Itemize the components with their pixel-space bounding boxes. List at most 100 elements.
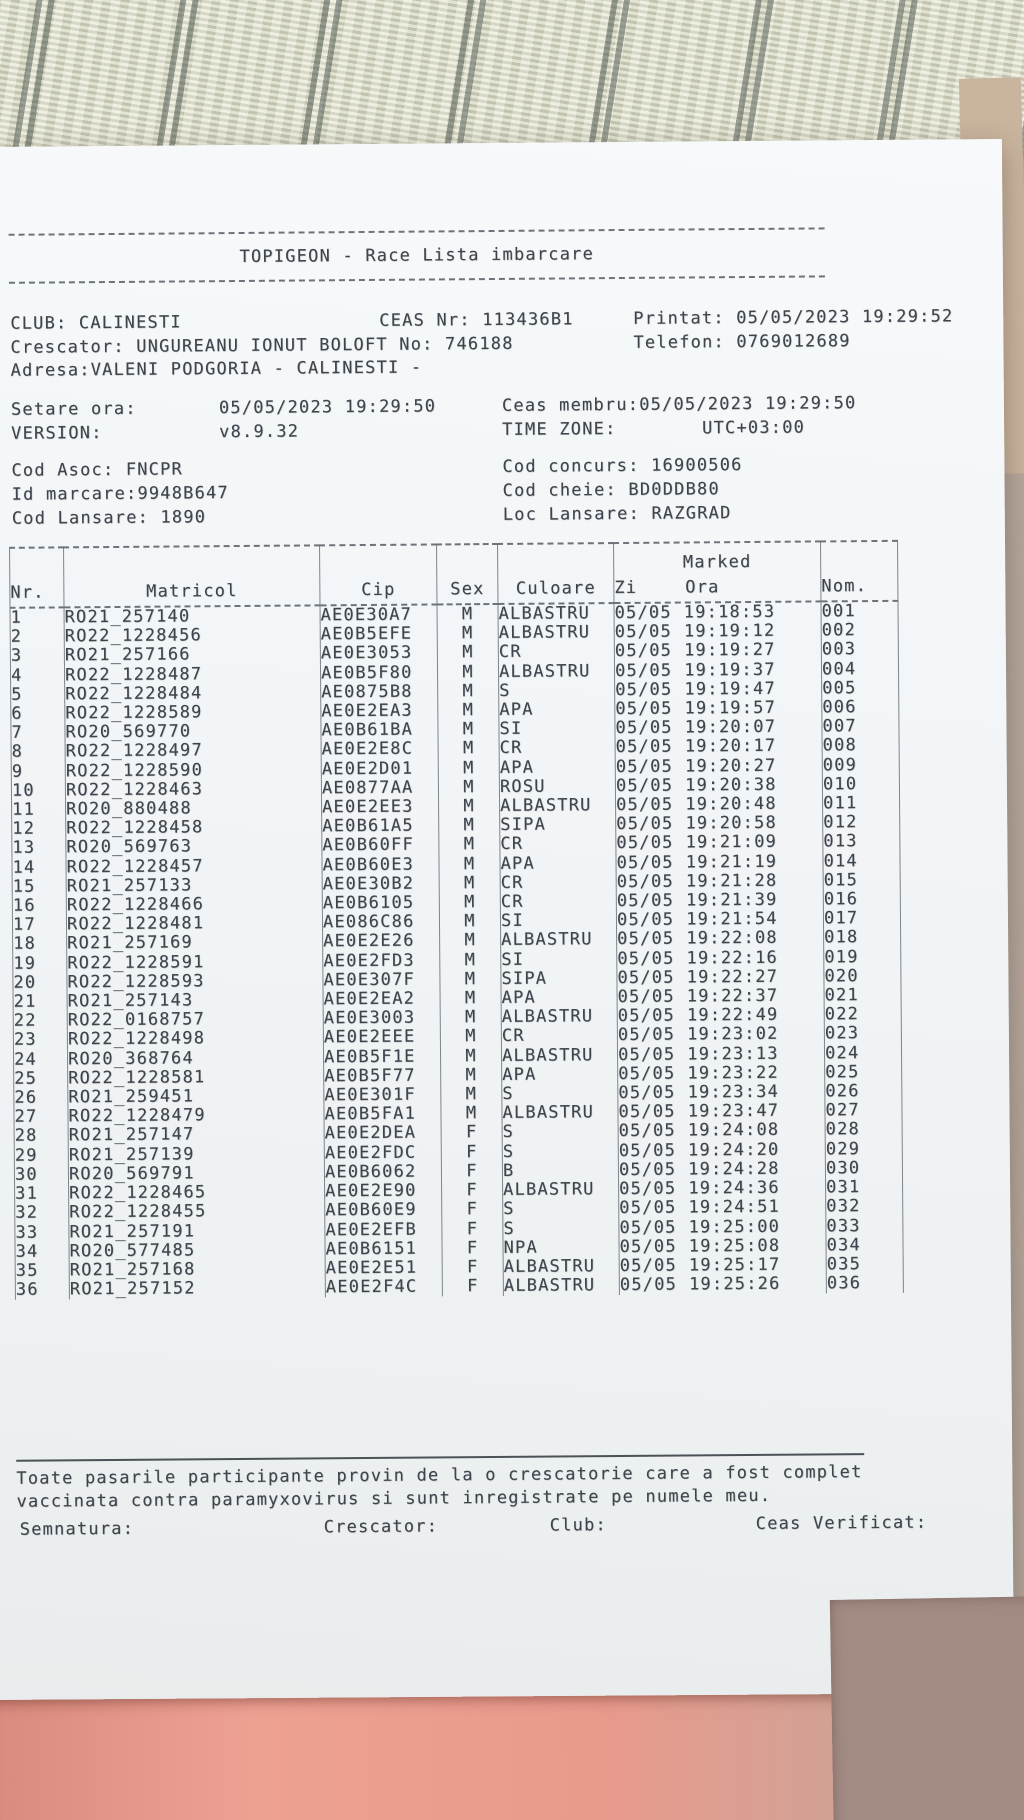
cell-zi: 05/05	[615, 698, 673, 720]
cell-marked: 05/05 19:23:22	[617, 1063, 825, 1085]
cell-zi: 05/05	[617, 948, 675, 969]
declaration: Toate pasarile participante provin de la…	[16, 1453, 865, 1514]
ceas-nr-label: CEAS Nr: 113436B1	[379, 309, 574, 331]
cell-nr: 25	[13, 1068, 68, 1089]
cell-cip: AE0E301F	[323, 1085, 441, 1106]
cell-nr: 33	[14, 1222, 69, 1243]
cell-sex: M	[439, 969, 502, 990]
cell-matricol: RO21_257168	[69, 1259, 326, 1281]
cell-nom: 005	[821, 678, 899, 699]
cell-matricol: RO22_1228593	[66, 971, 324, 993]
cell-cip: AE0B60FF	[321, 835, 439, 857]
cell-nom: 003	[821, 640, 899, 661]
cell-culoare: APA	[501, 1065, 618, 1086]
header-ora: Ora	[685, 576, 720, 598]
cell-sex: M	[437, 643, 499, 664]
cell-ora: 19:21:28	[685, 870, 778, 892]
cell-sex: M	[440, 1007, 502, 1028]
cell-zi: 05/05	[616, 890, 675, 912]
cell-nr: 20	[12, 972, 68, 993]
cell-nom: 007	[821, 716, 900, 737]
version-label: VERSION:	[11, 423, 103, 444]
semnatura-label: Semnatura:	[19, 1518, 135, 1540]
cell-nr: 10	[11, 780, 66, 801]
cell-culoare: APA	[499, 853, 617, 874]
cell-nr: 14	[11, 857, 67, 878]
cell-nom: 016	[823, 889, 901, 910]
cell-culoare: ALBASTRU	[498, 622, 615, 644]
cell-marked: 05/05 19:20:07	[614, 717, 823, 739]
cell-cip: AE0B61BA	[320, 720, 439, 741]
cell-sex: M	[440, 1084, 502, 1105]
cell-ora: 19:20:27	[684, 755, 777, 777]
cell-nom: 004	[821, 659, 899, 680]
cell-sex: F	[441, 1199, 503, 1220]
cell-matricol: RO22_1228455	[68, 1202, 325, 1223]
race-table-header: Marked Nr. Matricol Cip Sex Culoare Zi Or…	[9, 540, 898, 608]
cell-ora: 19:18:53	[683, 601, 776, 623]
time-zone-value: UTC+03:00	[702, 417, 806, 439]
club-sign-label: Club:	[549, 1515, 607, 1536]
cod-lansare-label: Cod Lansare: 1890	[11, 507, 207, 529]
cell-sex: F	[442, 1276, 504, 1297]
cell-sex: F	[442, 1257, 504, 1278]
cell-cip: AE0E2FDC	[324, 1142, 442, 1164]
cell-ora: 19:22:08	[686, 928, 778, 949]
cell-marked: 05/05 19:19:57	[614, 697, 822, 720]
cell-culoare: SI	[498, 719, 616, 740]
cell-nr: 1	[10, 607, 65, 629]
cell-zi: 05/05	[617, 1025, 676, 1046]
cell-marked: 05/05 19:25:08	[618, 1235, 827, 1257]
cell-zi: 05/05	[619, 1255, 677, 1276]
cell-marked: 05/05 19:24:20	[618, 1139, 826, 1161]
cell-culoare: ALBASTRU	[502, 1179, 619, 1201]
cell-marked: 05/05 19:20:58	[615, 813, 823, 835]
cell-nr: 9	[11, 761, 66, 782]
cell-nom: 006	[821, 697, 899, 718]
cell-culoare: ALBASTRU	[497, 603, 615, 625]
cell-nom: 012	[822, 812, 900, 833]
cell-zi: 05/05	[614, 660, 673, 681]
cell-culoare: ALBASTRU	[501, 1103, 619, 1124]
cell-sex: F	[441, 1180, 503, 1201]
cell-nom: 029	[825, 1139, 903, 1160]
cell-nom: 025	[824, 1062, 902, 1083]
cell-culoare: S	[502, 1199, 619, 1220]
cell-cip: AE0B60E3	[321, 854, 440, 876]
cell-matricol: RO22_1228456	[64, 626, 321, 647]
cell-culoare: ALBASTRU	[503, 1256, 620, 1278]
cell-ora: 19:19:57	[684, 697, 777, 719]
cell-matricol: RO22_1228466	[66, 894, 323, 916]
cell-ora: 19:21:09	[685, 832, 778, 853]
table-surface-taupe	[829, 1596, 1024, 1820]
cell-nr: 34	[14, 1241, 70, 1262]
cell-nom: 023	[824, 1024, 902, 1045]
cell-cip: AE0E2DEA	[324, 1123, 442, 1145]
cell-culoare: ROSU	[499, 776, 616, 797]
cell-nr: 15	[12, 876, 67, 897]
cell-zi: 05/05	[615, 679, 673, 700]
cell-matricol: RO20_569791	[68, 1163, 325, 1185]
cell-culoare: CR	[499, 738, 616, 759]
header-marked: Marked	[613, 541, 821, 574]
version-value: v8.9.32	[219, 421, 300, 443]
cell-ora: 19:24:28	[688, 1158, 780, 1180]
cell-matricol: RO20_368764	[67, 1048, 324, 1070]
cell-culoare: S	[502, 1122, 619, 1143]
cell-nom: 036	[826, 1273, 904, 1294]
cell-nom: 026	[824, 1081, 902, 1102]
cell-marked: 05/05 19:21:39	[616, 890, 824, 912]
cell-nr: 36	[15, 1280, 70, 1301]
cell-marked: 05/05 19:23:34	[617, 1082, 825, 1104]
cell-sex: M	[438, 854, 501, 875]
cell-ora: 19:25:00	[688, 1216, 781, 1237]
cell-matricol: RO22_1228458	[65, 818, 322, 839]
cell-ora: 19:22:37	[686, 985, 779, 1007]
cell-sex: M	[440, 1027, 502, 1048]
time-zone-label: TIME ZONE:	[502, 419, 617, 440]
cell-culoare: ALBASTRU	[498, 661, 615, 682]
cell-ora: 19:19:37	[684, 659, 776, 681]
cell-cip: AE0B6062	[324, 1162, 442, 1183]
cod-asoc-label: Cod Asoc: FNCPR	[11, 459, 184, 481]
cell-nr: 11	[11, 800, 66, 821]
